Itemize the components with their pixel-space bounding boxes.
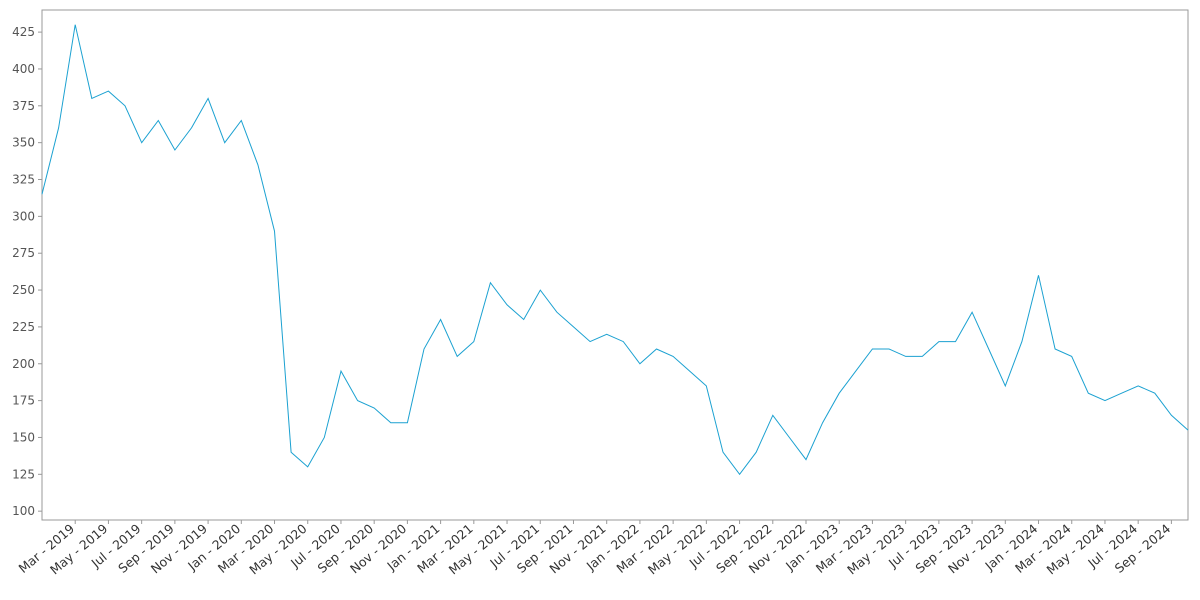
plot-frame xyxy=(41,9,1189,521)
y-tick-label: 125 xyxy=(12,467,35,481)
y-tick-label: 350 xyxy=(12,136,35,150)
y-tick-label: 250 xyxy=(12,283,35,297)
price-line xyxy=(41,24,1189,476)
y-tick-label: 100 xyxy=(12,504,35,518)
y-tick-label: 150 xyxy=(12,430,35,444)
y-tick-label: 275 xyxy=(12,246,35,260)
y-tick-label: 325 xyxy=(12,173,35,187)
y-tick-label: 300 xyxy=(12,209,35,223)
y-tick-label: 375 xyxy=(12,99,35,113)
y-tick-label: 425 xyxy=(12,25,35,39)
y-tick-label: 175 xyxy=(12,394,35,408)
y-tick-label: 400 xyxy=(12,62,35,76)
y-tick-label: 225 xyxy=(12,320,35,334)
y-tick-label: 200 xyxy=(12,357,35,371)
